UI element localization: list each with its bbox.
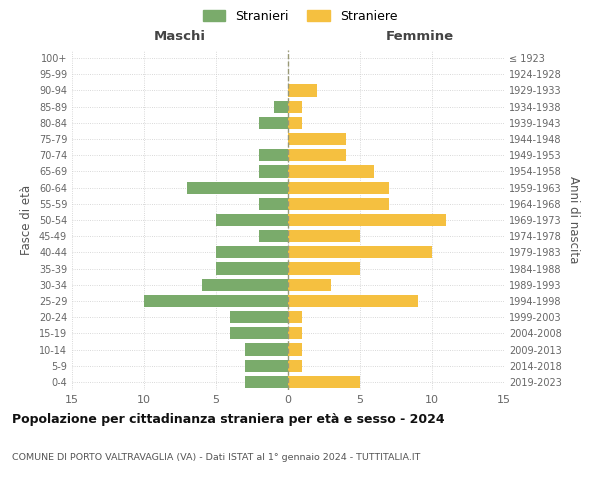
Bar <box>288 246 432 258</box>
Bar <box>216 262 288 274</box>
Bar <box>288 133 346 145</box>
Bar <box>288 278 331 291</box>
Legend: Stranieri, Straniere: Stranieri, Straniere <box>199 6 401 26</box>
Bar <box>245 360 288 372</box>
Bar <box>288 376 360 388</box>
Text: Femmine: Femmine <box>386 30 454 43</box>
Text: Maschi: Maschi <box>154 30 206 43</box>
Bar <box>202 278 288 291</box>
Bar <box>288 182 389 194</box>
Text: COMUNE DI PORTO VALTRAVAGLIA (VA) - Dati ISTAT al 1° gennaio 2024 - TUTTITALIA.I: COMUNE DI PORTO VALTRAVAGLIA (VA) - Dati… <box>12 452 421 462</box>
Bar <box>259 149 288 162</box>
Bar <box>230 328 288 340</box>
Bar <box>216 246 288 258</box>
Bar <box>187 182 288 194</box>
Bar <box>288 117 302 129</box>
Bar <box>259 198 288 210</box>
Bar <box>230 311 288 323</box>
Bar <box>274 100 288 112</box>
Text: Popolazione per cittadinanza straniera per età e sesso - 2024: Popolazione per cittadinanza straniera p… <box>12 412 445 426</box>
Y-axis label: Fasce di età: Fasce di età <box>20 185 33 255</box>
Bar <box>288 214 446 226</box>
Bar <box>245 344 288 355</box>
Bar <box>259 230 288 242</box>
Bar <box>144 295 288 307</box>
Bar <box>288 84 317 96</box>
Bar <box>288 198 389 210</box>
Bar <box>288 328 302 340</box>
Bar <box>288 311 302 323</box>
Bar <box>216 214 288 226</box>
Bar <box>288 295 418 307</box>
Bar <box>288 344 302 355</box>
Bar <box>245 376 288 388</box>
Bar <box>288 149 346 162</box>
Bar <box>259 117 288 129</box>
Bar <box>288 100 302 112</box>
Y-axis label: Anni di nascita: Anni di nascita <box>567 176 580 264</box>
Bar <box>288 360 302 372</box>
Bar <box>288 262 360 274</box>
Bar <box>259 166 288 177</box>
Bar <box>288 230 360 242</box>
Bar <box>288 166 374 177</box>
